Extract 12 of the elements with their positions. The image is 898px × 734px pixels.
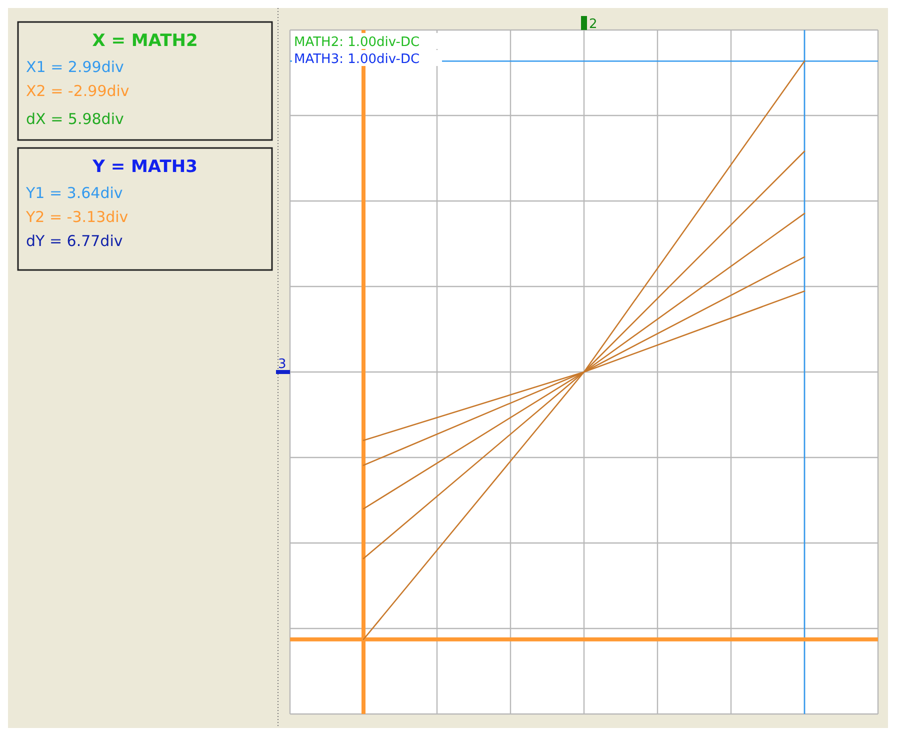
text: dY = 6.77div	[26, 232, 123, 250]
text: Y1 = 3.64div	[25, 184, 123, 202]
text: 3	[278, 357, 286, 372]
text: X = MATH2	[92, 31, 198, 51]
annotation: MATH3: 1.00div-DC	[294, 52, 420, 67]
text: X1 = 2.99div	[26, 58, 124, 76]
text: dX = 5.98div	[26, 110, 124, 128]
text: X2 = -2.99div	[26, 82, 130, 100]
text: MATH2: 1.00div-DC	[294, 35, 420, 50]
text: 2	[589, 17, 598, 32]
text: Y = MATH3	[92, 157, 198, 177]
text: Y2 = -3.13div	[25, 208, 128, 226]
